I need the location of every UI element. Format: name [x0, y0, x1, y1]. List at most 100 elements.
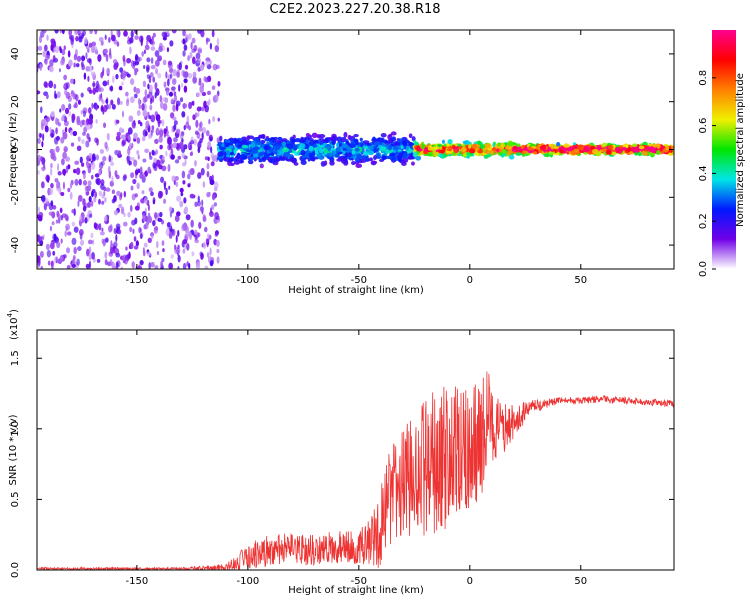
spectrogram-cell	[591, 148, 599, 155]
spectrogram-cell	[88, 65, 93, 73]
snr-y-ticks: 0.0 0.5 1.0 1.5	[10, 350, 674, 578]
x-tick-label: -50	[351, 576, 367, 587]
spectrogram-cell	[149, 72, 154, 78]
spectrogram-cell	[121, 110, 125, 118]
spectrogram-cell	[310, 152, 316, 158]
spectrogram-cell	[150, 40, 156, 46]
spectrogram-cell	[57, 171, 62, 176]
spectrogram-cell	[316, 145, 321, 151]
spectrogram-cell	[485, 143, 491, 149]
spectrogram-cell	[104, 141, 108, 149]
spectrogram-cell	[202, 214, 206, 222]
spectrogram-cell	[77, 246, 82, 252]
spectrogram-cell	[136, 110, 141, 116]
spectrogram-cell	[294, 151, 299, 156]
spectrogram-cell	[197, 141, 202, 149]
spectrogram-cell	[154, 68, 159, 75]
spectrogram-cell	[149, 104, 153, 111]
spectrogram-cell	[308, 152, 312, 158]
spectrogram-cell	[108, 154, 112, 163]
spectrogram-cell	[93, 222, 98, 229]
spectrogram-cell	[76, 145, 82, 151]
spectrogram-cell	[173, 91, 177, 97]
spectrogram-cell	[177, 155, 182, 160]
spectrogram-cell	[201, 106, 205, 112]
spectrogram-cell	[88, 152, 93, 160]
spectrogram-cell	[45, 243, 50, 251]
spectrogram-cell	[94, 173, 100, 178]
spectrogram-cell	[189, 193, 195, 199]
spectrogram-cell	[645, 146, 651, 151]
spectrogram-cell	[288, 158, 296, 162]
spectrogram-cell	[83, 120, 87, 127]
spectrogram-cell	[61, 158, 65, 166]
spectrogram-cell	[457, 143, 462, 147]
spectrogram-cell	[150, 46, 156, 51]
spectrogram-cell	[133, 236, 137, 242]
spectrogram-cell	[50, 111, 55, 118]
spectrogram-cell	[147, 83, 150, 90]
spectrogram-cell	[67, 95, 72, 103]
spectrogram-cell	[148, 115, 152, 120]
spectrogram-cell	[123, 212, 126, 217]
spectrogram-cell	[192, 71, 197, 78]
spectrogram-cell	[88, 118, 93, 125]
spectrogram-cell	[82, 205, 87, 212]
spectrogram-cell	[148, 75, 152, 84]
spectrogram-cell	[110, 34, 116, 42]
spectrogram-cell	[282, 147, 290, 153]
spectrogram-cell	[621, 146, 627, 151]
spectrogram-cell	[166, 78, 170, 87]
spectrogram-cell	[150, 261, 155, 268]
spectrogram-cell	[39, 63, 43, 72]
spectrogram-cell	[121, 70, 127, 79]
spectrogram-cell	[144, 130, 148, 137]
spectrogram-cell	[211, 85, 216, 90]
spectrogram-cell	[197, 232, 201, 237]
spectrogram-cell	[115, 223, 121, 230]
spectrogram-cell	[160, 219, 165, 225]
spectrogram-cell	[168, 67, 174, 74]
spectrogram-cell	[407, 155, 413, 160]
spectrogram-cell	[501, 153, 507, 157]
spectrogram-cell	[201, 131, 204, 140]
spectrogram-cell	[376, 152, 380, 157]
spectrogram-cell	[119, 67, 124, 73]
spectrogram-cell	[59, 48, 63, 54]
spectrogram-cell	[170, 98, 175, 104]
spectrogram-cell	[188, 101, 193, 110]
spectrogram-cell	[358, 142, 362, 146]
spectrogram-cell	[196, 200, 202, 207]
x-tick-label: 0	[467, 576, 473, 587]
spectrogram-cell	[201, 199, 204, 207]
spectrogram-cell	[116, 131, 121, 137]
spectrogram-cell	[225, 154, 231, 158]
spectrogram-cell	[37, 90, 41, 95]
spectrogram-cell	[178, 84, 181, 92]
spectrogram-cell	[130, 241, 134, 250]
spectrogram-cell	[144, 148, 150, 153]
spectrogram-cell	[132, 60, 136, 67]
spectrogram-cell	[174, 175, 179, 181]
spectrogram-cell	[181, 162, 187, 167]
spectrogram-cell	[139, 173, 144, 180]
spectrogram-cell	[439, 146, 443, 150]
spectrogram-cell	[527, 147, 534, 151]
spectrogram-cell	[159, 129, 164, 138]
spectrogram-cell	[123, 173, 128, 180]
spectrogram-cell	[73, 169, 77, 174]
spectrogram-cell	[134, 205, 140, 211]
spectrogram-cell	[129, 204, 133, 212]
spectrogram-cell	[423, 147, 428, 152]
spectrogram-cell	[107, 79, 110, 86]
spectrogram-cell	[88, 42, 93, 48]
spectrogram-cell	[125, 246, 128, 251]
spectrogram-cell	[643, 150, 648, 157]
spectrogram-cell	[305, 132, 310, 137]
spectrogram-cell	[167, 222, 171, 228]
spectrogram-cell	[81, 55, 86, 62]
spectrogram-cell	[171, 175, 176, 182]
spectrogram-cell	[167, 144, 172, 151]
spectrogram-cell	[85, 45, 90, 50]
